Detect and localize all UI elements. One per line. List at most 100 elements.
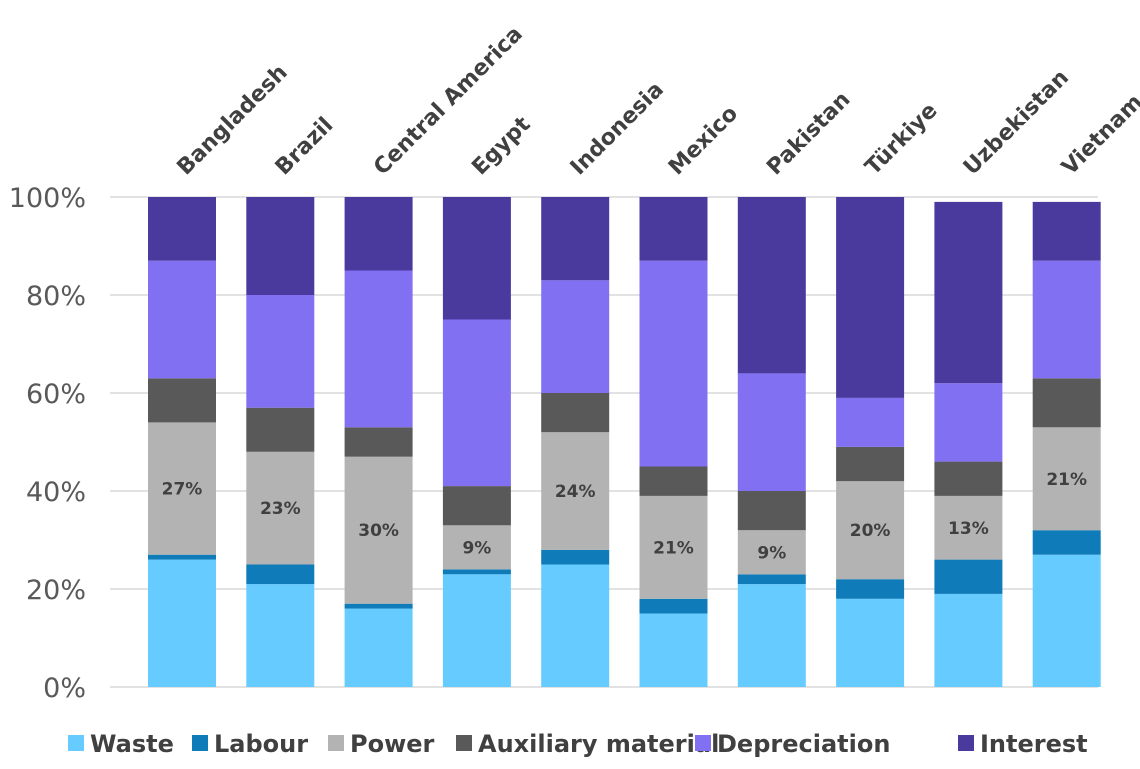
bar-segment [148,260,216,379]
bar-segment [639,466,708,496]
bar-segment [934,461,1003,496]
bar-segment [934,559,1003,594]
legend-swatch [456,735,472,751]
bar-segment [836,397,905,447]
bar-segment [639,613,708,687]
legend-label: Interest [980,730,1088,758]
bar-segment [1032,201,1101,261]
bar-segment [639,197,708,261]
bar-segment [541,393,610,433]
y-tick-label: 80% [26,281,86,312]
bar-segment [639,495,708,599]
legend: Waste Labour Power Auxiliary materialDeprec… [68,730,1088,758]
data-label: 9% [462,538,491,558]
bars [148,197,1101,687]
bar-segment [541,432,610,550]
category-label: Türkiye [861,98,943,180]
bar-segment [344,197,413,271]
bar-segment [246,295,315,408]
y-tick-label: 40% [26,477,86,508]
bar-segment [344,603,413,609]
bar-segment [737,373,806,491]
bar-segment [639,598,708,614]
bar-segment [148,422,216,555]
data-label: 21% [653,538,694,558]
bar-segment [442,569,511,575]
legend-label: Auxiliary material [478,730,719,758]
bar-segment [1032,427,1101,531]
bar-segment [442,319,511,487]
legend-swatch [328,735,344,751]
category-label: Egypt [467,112,535,180]
bar-segment [442,574,511,687]
bar-segment [737,584,806,687]
bar-segment [148,197,216,261]
bar-segment [541,549,610,565]
bar-segment [246,451,315,565]
data-label: 27% [162,480,203,500]
bar-segment [246,197,315,295]
data-label: 24% [555,482,596,502]
data-label: 20% [850,521,891,541]
bar-segment [344,456,413,604]
bar-segment [1032,260,1101,379]
category-label: Pakistan [762,87,855,180]
bar-segment [836,579,905,599]
bar-segment [836,197,905,398]
data-label: 30% [358,521,399,541]
bar-segment [1032,530,1101,555]
bar-segment [246,564,315,585]
bar-segment [836,446,905,482]
bar-segment [541,564,610,687]
bar-segment [737,574,806,585]
bar-segment [442,525,511,570]
bar-segment [148,554,216,560]
bar-segment [442,486,511,526]
bar-segment [737,491,806,531]
y-axis-ticks: 0% 20% 40% 60% 80% 100% [9,183,86,704]
bar-segment [934,495,1003,560]
bar-segment [344,427,413,457]
legend-swatch [68,735,84,751]
bar-segment [148,559,216,687]
y-tick-label: 0% [43,673,86,704]
bar-segment [639,260,708,467]
bar-segment [836,598,905,687]
data-label: 23% [260,499,301,519]
bar-segment [1032,554,1101,687]
bar-segment [1032,378,1101,428]
bar-segment [344,608,413,687]
category-label: Vietnam [1057,90,1140,181]
bar-segment [836,481,905,580]
data-label: 9% [757,543,786,563]
legend-swatch [695,735,711,751]
legend-label: Power [350,730,435,758]
bar-segment [344,270,413,428]
data-label: 21% [1046,470,1087,490]
data-labels: 27% 23% 30% 9% 24% 21% 9% 20% 13% 21% [162,470,1087,564]
category-label: Mexico [664,101,743,180]
legend-label: Depreciation [717,730,890,758]
bar-segment [934,201,1003,384]
bar-segment [246,407,315,452]
y-tick-label: 100% [9,183,86,214]
bar-segment [442,197,511,320]
legend-label: Waste [90,730,174,758]
category-label: Brazil [271,113,338,180]
bar-segment [737,530,806,575]
bar-segment [934,593,1003,687]
legend-swatch [958,735,974,751]
legend-label: Labour [214,730,308,758]
y-tick-label: 20% [26,575,86,606]
bar-segment [541,197,610,281]
legend-swatch [192,735,208,751]
bar-segment [934,383,1003,462]
bar-segment [541,280,610,393]
bar-segment [148,378,216,423]
data-label: 13% [948,519,989,539]
bar-segment [737,197,806,374]
bar-segment [246,584,315,687]
